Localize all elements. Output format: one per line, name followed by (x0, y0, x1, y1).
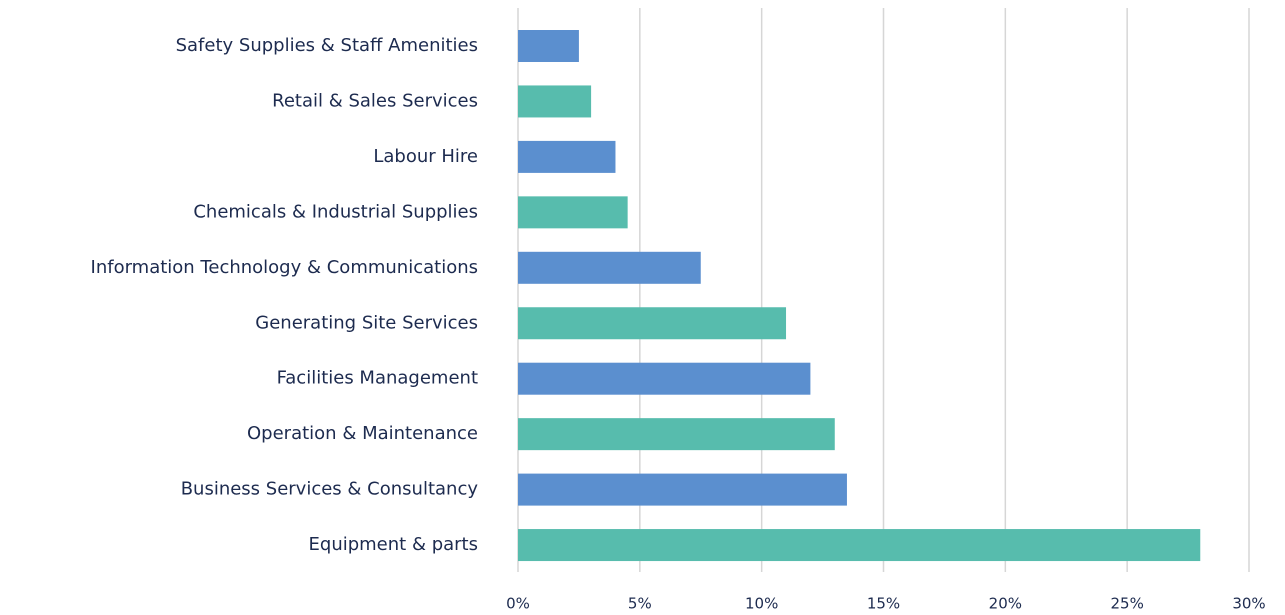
bar (518, 418, 835, 451)
bar (518, 196, 628, 229)
bar (518, 85, 592, 118)
x-tick-label: 0% (506, 595, 530, 613)
y-tick-label: Information Technology & Communications (91, 257, 478, 278)
y-tick-label: Chemicals & Industrial Supplies (193, 201, 478, 222)
x-tick-label: 5% (628, 595, 652, 613)
bar (518, 251, 701, 284)
y-tick-label: Generating Site Services (255, 312, 478, 333)
y-tick-label: Labour Hire (373, 146, 478, 167)
x-tick-label: 10% (745, 595, 778, 613)
y-tick-label: Facilities Management (277, 368, 478, 389)
x-tick-label: 20% (989, 595, 1022, 613)
y-tick-label: Retail & Sales Services (272, 90, 478, 111)
bar (518, 473, 847, 506)
x-tick-label: 25% (1110, 595, 1143, 613)
bar (518, 140, 616, 173)
bar (518, 362, 811, 395)
x-tick-label: 15% (867, 595, 900, 613)
y-tick-label: Business Services & Consultancy (181, 479, 479, 500)
bar (518, 529, 1201, 562)
y-tick-label: Operation & Maintenance (247, 423, 478, 444)
bar (518, 30, 579, 62)
y-tick-label: Equipment & parts (309, 534, 478, 555)
bar (518, 307, 787, 340)
y-tick-label: Safety Supplies & Staff Amenities (176, 35, 478, 56)
x-tick-label: 30% (1232, 595, 1265, 613)
